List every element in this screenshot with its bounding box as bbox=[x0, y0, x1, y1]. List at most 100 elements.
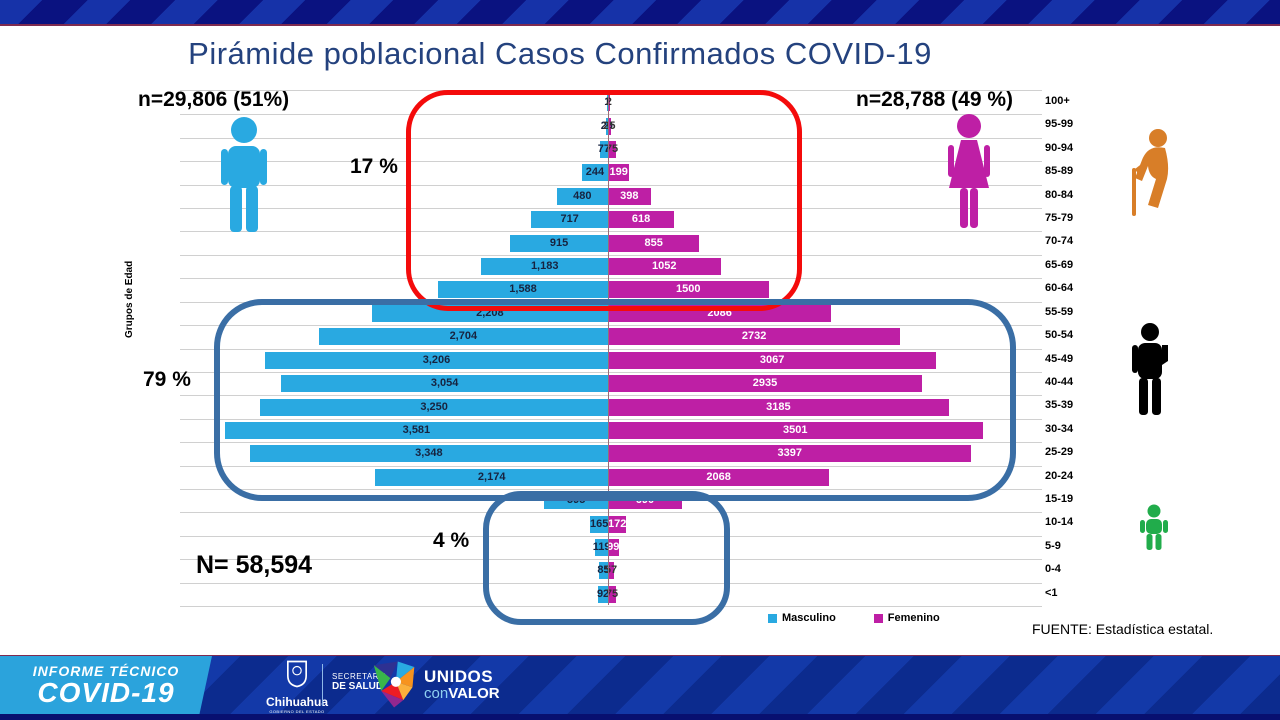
brand-unidos: UNIDOS bbox=[424, 667, 494, 687]
male-value-30-34: 3,581 bbox=[402, 423, 431, 436]
female-bar-35-39 bbox=[608, 398, 949, 416]
age-tick-90-94: 90-94 bbox=[1045, 141, 1074, 154]
male-value-70-74: 915 bbox=[549, 236, 569, 249]
female-value-80-84: 398 bbox=[620, 189, 639, 202]
y-axis-label: Grupos de Edad bbox=[124, 260, 135, 338]
grid-row bbox=[180, 512, 1042, 537]
footer-banner: INFORME TÉCNICO COVID-19 Chihuahua GOBIE… bbox=[0, 655, 1280, 715]
male-value-5-9: 119 bbox=[592, 540, 611, 553]
grid-row bbox=[180, 302, 1042, 327]
child-percentage: 4 % bbox=[433, 529, 470, 552]
adult-percentage: 79 % bbox=[143, 368, 191, 391]
female-value-0-4: 57 bbox=[604, 564, 618, 577]
female-bar-70-74 bbox=[608, 234, 700, 252]
male-value-40-44: 3,054 bbox=[430, 377, 459, 390]
brand-convalor: conVALOR bbox=[424, 686, 500, 702]
chihuahua-state-shape-icon bbox=[373, 661, 415, 708]
age-tick-20-24: 20-24 bbox=[1045, 469, 1074, 482]
female-value-60-64: 1500 bbox=[676, 283, 701, 296]
female-bar-65-69 bbox=[608, 258, 721, 276]
elderly-group-outline bbox=[406, 90, 802, 311]
male-bar-85-89 bbox=[581, 164, 608, 182]
age-tick-95-99: 95-99 bbox=[1045, 118, 1074, 131]
male-bar-<1 bbox=[598, 585, 608, 603]
report-title-line1: INFORME TÉCNICO bbox=[32, 663, 180, 679]
male-value-25-29: 3,348 bbox=[415, 447, 443, 460]
age-tick-<1: <1 bbox=[1045, 586, 1058, 599]
child-group-outline bbox=[483, 491, 730, 625]
male-bar-80-84 bbox=[556, 187, 608, 205]
age-tick-15-19: 15-19 bbox=[1045, 492, 1074, 505]
male-total-stat: n=29,806 (51%) bbox=[138, 88, 290, 111]
female-value-50-54: 2732 bbox=[741, 330, 767, 343]
grid-row bbox=[180, 255, 1042, 280]
female-bar-50-54 bbox=[608, 328, 901, 346]
female-bar-10-14 bbox=[608, 515, 627, 533]
legend-male-label: Masculino bbox=[782, 612, 836, 624]
male-value-50-54: 2,704 bbox=[449, 330, 478, 343]
female-value-85-89: 199 bbox=[609, 166, 628, 179]
female-bar-95-99 bbox=[608, 117, 611, 135]
male-bar-50-54 bbox=[318, 328, 608, 346]
legend-item-male: Masculino bbox=[768, 612, 836, 624]
grid-row bbox=[180, 583, 1042, 608]
male-bar-0-4 bbox=[598, 562, 608, 580]
grid-row bbox=[180, 419, 1042, 444]
top-stripe-banner bbox=[0, 0, 1280, 26]
age-tick-5-9: 5-9 bbox=[1045, 539, 1061, 552]
male-bar-20-24 bbox=[375, 468, 608, 486]
male-value-75-79: 717 bbox=[560, 213, 579, 226]
female-bar-80-84 bbox=[608, 187, 651, 205]
brand-text: UNIDOS conVALOR bbox=[424, 668, 500, 702]
elderly-person-icon bbox=[1132, 129, 1169, 216]
female-value-95-99: 25 bbox=[603, 119, 616, 132]
male-bar-30-34 bbox=[224, 421, 608, 439]
source-note: FUENTE: Estadística estatal. bbox=[1032, 621, 1214, 637]
male-bar-35-39 bbox=[260, 398, 608, 416]
age-tick-55-59: 55-59 bbox=[1045, 305, 1074, 318]
female-total-stat: n=28,788 (49 %) bbox=[856, 88, 1014, 111]
grid-row bbox=[180, 442, 1042, 467]
female-icon bbox=[948, 114, 990, 228]
female-value-25-29: 3397 bbox=[777, 447, 802, 460]
grid-row bbox=[180, 208, 1042, 233]
female-bar-25-29 bbox=[608, 445, 972, 463]
female-bar-20-24 bbox=[608, 468, 830, 486]
grid-row bbox=[180, 114, 1042, 139]
male-value-20-24: 2,174 bbox=[477, 470, 506, 483]
grid-row bbox=[180, 536, 1042, 561]
female-bar-85-89 bbox=[608, 164, 630, 182]
female-value-10-14: 172 bbox=[608, 517, 627, 530]
grid-row bbox=[180, 325, 1042, 350]
pyramid-center-axis bbox=[608, 90, 609, 605]
legend-female-label: Femenino bbox=[887, 612, 940, 624]
male-bar-65-69 bbox=[481, 258, 608, 276]
grid-row bbox=[180, 161, 1042, 186]
male-icon bbox=[221, 117, 267, 232]
child-icon bbox=[1140, 504, 1168, 550]
male-value-45-49: 3,206 bbox=[422, 353, 451, 366]
legend-item-female: Femenino bbox=[873, 612, 940, 624]
unidos-con-valor-logo: UNIDOS conVALOR bbox=[372, 659, 500, 711]
grid-row bbox=[180, 91, 1042, 116]
age-tick-30-34: 30-34 bbox=[1045, 422, 1074, 435]
female-value-45-49: 3067 bbox=[759, 353, 785, 366]
female-value-75-79: 618 bbox=[631, 213, 651, 226]
age-tick-60-64: 60-64 bbox=[1045, 282, 1074, 295]
grid-row bbox=[180, 372, 1042, 397]
age-tick-70-74: 70-74 bbox=[1045, 235, 1074, 248]
age-tick-80-84: 80-84 bbox=[1045, 188, 1074, 201]
secretary-line1: SECRETARÍA bbox=[332, 672, 388, 681]
footer-divider bbox=[322, 664, 323, 706]
age-tick-40-44: 40-44 bbox=[1045, 375, 1074, 388]
female-bar-90-94 bbox=[608, 141, 617, 159]
government-logo: Chihuahua GOBIERNO DEL ESTADO bbox=[262, 659, 332, 714]
male-bar-75-79 bbox=[531, 211, 608, 229]
female-value-65-69: 1052 bbox=[652, 260, 677, 273]
male-value-<1: 92 bbox=[596, 587, 610, 600]
male-bar-60-64 bbox=[438, 281, 608, 299]
adult-person-icon bbox=[1132, 323, 1168, 415]
age-tick-45-49: 45-49 bbox=[1045, 352, 1074, 365]
grid-row bbox=[180, 395, 1042, 420]
age-tick-25-29: 25-29 bbox=[1045, 446, 1074, 459]
